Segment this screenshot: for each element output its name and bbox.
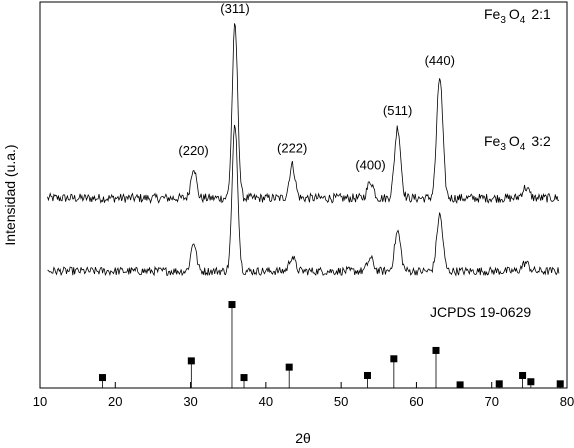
series-line-1 [47,124,560,277]
peak-label: (511) [383,103,412,118]
reference-marker [285,363,293,371]
peak-label: (311) [220,1,249,16]
reference-marker [432,346,440,354]
reference-marker [456,381,464,389]
peak-label: (220) [178,143,208,158]
series-label-2-1: Fe3 O4 2:1 [484,6,551,26]
x-tick-label: 20 [108,394,122,409]
x-tick-label: 30 [183,394,197,409]
reference-marker [187,357,195,365]
x-tick-label: 80 [560,394,574,409]
x-axis-ticks: 10 20 30 40 50 60 70 80 [33,382,574,409]
x-tick-label: 50 [334,394,348,409]
reference-marker [240,374,248,382]
reference-marker [556,380,564,388]
x-tick-label: 40 [259,394,273,409]
peak-labels: (220) (311) (222) (400) (511) (440) [178,1,455,172]
x-axis-title: 2θ [295,430,311,446]
reference-marker [363,371,371,379]
reference-marker [390,355,398,363]
series-line-0 [47,23,560,205]
peak-label: (222) [277,141,307,156]
reference-marker [495,380,503,388]
series-label-3-2: Fe3 O4 3:2 [484,133,551,153]
reference-marker [519,371,527,379]
reference-marker [228,301,236,309]
plot-frame [39,1,568,389]
x-tick-label: 60 [409,394,423,409]
y-axis-title: Intensidad (u.a.) [2,144,18,245]
peak-label: (440) [425,53,455,68]
x-tick-label: 10 [33,394,47,409]
reference-marker [527,378,535,386]
reference-marker [98,374,106,382]
peak-label: (400) [355,157,385,172]
x-tick-label: 70 [484,394,498,409]
reference-label: JCPDS 19-0629 [430,304,531,320]
series-layer [47,23,560,277]
reference-layer [98,301,564,389]
